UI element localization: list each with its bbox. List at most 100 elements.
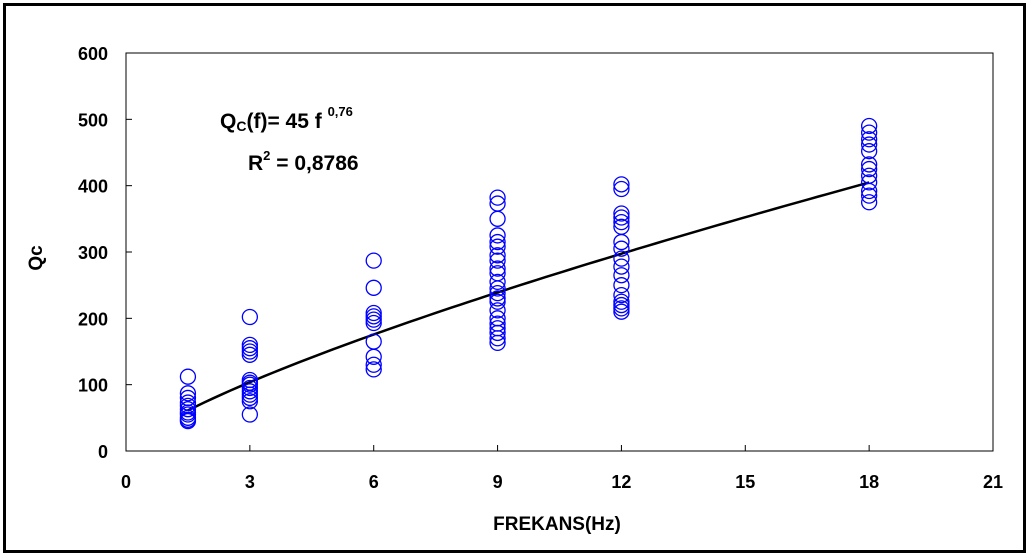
data-point — [489, 210, 506, 227]
x-tick-label: 0 — [121, 472, 131, 492]
data-point — [365, 314, 382, 332]
data-point — [489, 280, 506, 297]
x-tick-label: 21 — [983, 472, 1003, 492]
y-tick-label: 200 — [78, 309, 108, 329]
data-point — [613, 213, 630, 231]
data-point — [179, 406, 197, 423]
data-point — [860, 160, 878, 178]
data-point — [613, 277, 630, 294]
data-point — [179, 368, 197, 385]
equation-body: (f)= 45 f — [246, 110, 327, 133]
data-point — [860, 167, 878, 184]
y-tick-label: 100 — [78, 376, 108, 396]
equation-q: Q — [220, 110, 236, 133]
data-point — [489, 324, 506, 342]
x-tick-label: 15 — [735, 472, 755, 492]
x-tick-label: 18 — [859, 472, 879, 492]
data-point — [365, 304, 382, 322]
y-tick-label: 500 — [78, 110, 108, 130]
data-point — [365, 333, 382, 350]
data-point — [489, 302, 506, 319]
y-tick-label: 600 — [78, 44, 108, 64]
data-point — [489, 273, 506, 291]
y-tick-label: 0 — [98, 442, 108, 462]
data-point — [241, 393, 259, 410]
data-point — [241, 343, 259, 360]
data-point — [489, 334, 506, 352]
data-point — [860, 124, 878, 141]
r-squared-superscript: 2 — [263, 148, 270, 163]
data-point — [613, 300, 630, 317]
data-point — [489, 330, 506, 347]
data-point — [179, 412, 197, 430]
x-tick-label: 6 — [369, 472, 379, 492]
x-axis-title: FREKANS(Hz) — [493, 514, 621, 535]
data-point — [860, 131, 878, 148]
data-point — [489, 290, 506, 307]
data-points-layer — [179, 117, 878, 430]
data-point — [365, 356, 382, 373]
data-point — [179, 401, 197, 418]
data-point — [860, 182, 878, 200]
data-point — [613, 209, 630, 226]
r-squared-label: R — [248, 152, 263, 175]
fit-line-layer — [187, 181, 870, 412]
data-point — [613, 286, 630, 304]
equation-exponent: 0,76 — [328, 104, 353, 119]
data-point — [613, 250, 630, 267]
data-point — [860, 117, 878, 135]
data-point — [613, 205, 630, 222]
data-point — [860, 194, 878, 211]
y-tick-label: 400 — [78, 177, 108, 197]
data-point — [860, 143, 878, 160]
data-point — [489, 189, 506, 206]
data-point — [365, 311, 382, 328]
data-point — [365, 308, 382, 325]
y-axis-title: Qc — [26, 245, 47, 271]
data-point — [241, 379, 259, 397]
equation-annotation: QC(f)= 45 f 0,76 — [220, 104, 353, 134]
data-point — [489, 238, 506, 255]
data-point — [179, 385, 197, 402]
data-point — [860, 156, 878, 173]
data-point — [365, 279, 382, 296]
data-point — [489, 284, 506, 302]
chart-frame — [3, 3, 1026, 553]
data-point — [489, 247, 506, 264]
r-squared-value: = 0,8786 — [270, 152, 358, 175]
data-point — [613, 267, 630, 284]
data-point — [613, 293, 630, 310]
data-point — [365, 252, 382, 269]
data-point — [489, 252, 506, 269]
r-squared-annotation: R2 = 0,8786 — [248, 148, 359, 175]
data-point — [613, 233, 630, 251]
tick-layer: 0 3 6 9 12 15 18 21 0 100 200 300 400 500 600 — [78, 44, 1003, 492]
data-point — [489, 260, 506, 277]
data-point — [241, 346, 259, 363]
data-point — [365, 361, 382, 378]
data-point — [241, 336, 259, 354]
data-point — [613, 176, 630, 193]
y-tick-label: 300 — [78, 243, 108, 263]
x-tick-label: 12 — [611, 472, 631, 492]
data-point — [613, 240, 630, 257]
data-point — [241, 376, 259, 393]
data-point — [241, 340, 259, 357]
data-point — [613, 180, 630, 198]
data-point — [613, 296, 630, 314]
x-tick-label: 3 — [245, 472, 255, 492]
power-fit-line — [187, 181, 870, 412]
data-point — [241, 383, 259, 400]
data-point — [489, 293, 506, 310]
data-point — [365, 348, 382, 365]
data-point — [860, 187, 878, 204]
equation-subscript: C — [236, 118, 246, 134]
data-point — [241, 386, 259, 403]
data-point — [489, 233, 506, 251]
data-point — [860, 174, 878, 191]
data-point — [489, 227, 506, 244]
data-point — [241, 389, 259, 407]
data-point — [613, 303, 630, 320]
data-point — [613, 258, 630, 275]
